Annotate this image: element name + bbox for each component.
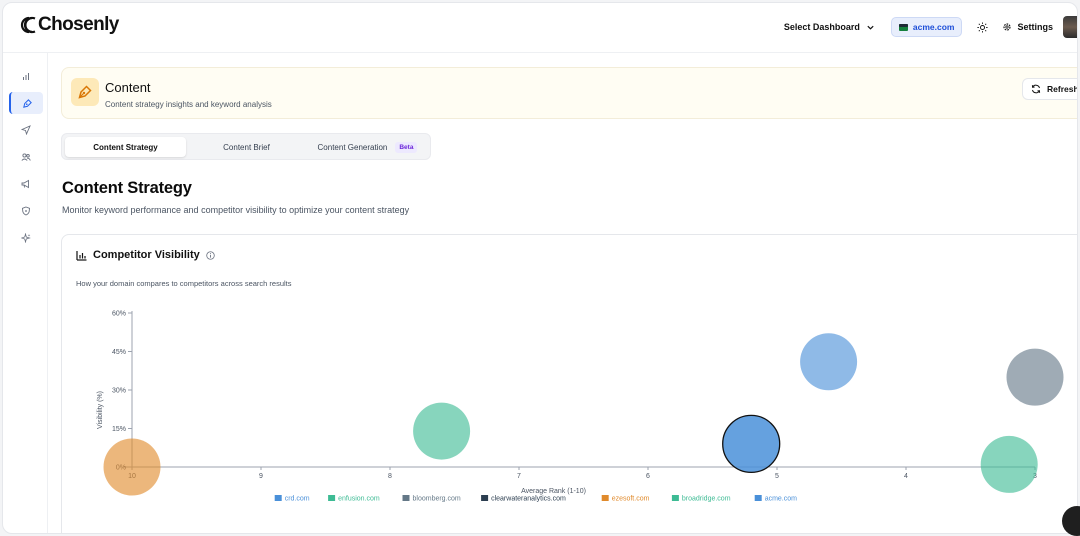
- content-icon-badge: [71, 78, 99, 106]
- chart-card-header: Competitor Visibility: [76, 249, 215, 261]
- refresh-button[interactable]: Refresh: [1022, 78, 1078, 100]
- content-tabs: Content Strategy Content Brief Content G…: [61, 133, 431, 160]
- x-tick-label: 8: [388, 473, 392, 480]
- shield-icon: [22, 206, 30, 216]
- settings-button[interactable]: Settings: [1002, 22, 1053, 32]
- page-subtitle: Content strategy insights and keyword an…: [105, 100, 272, 109]
- legend-swatch-broadridge-com: [671, 495, 679, 501]
- section-title: Content Strategy: [62, 179, 192, 197]
- megaphone-icon: [21, 179, 29, 189]
- sidebar: [3, 53, 48, 533]
- page-title: Content: [105, 80, 151, 95]
- competitor-visibility-chart: 0%15%30%45%60%109876543Average Rank (1-1…: [97, 311, 1064, 503]
- x-tick-label: 3: [1033, 473, 1037, 480]
- main-content: Content Content strategy insights and ke…: [49, 53, 1078, 533]
- sidebar-item-users[interactable]: [9, 146, 43, 168]
- refresh-icon: [1031, 84, 1041, 94]
- avatar[interactable]: [1063, 16, 1077, 38]
- bar-chart-icon: [76, 250, 87, 261]
- legend-swatch-ezesoft-com: [601, 495, 609, 501]
- y-axis-label: Visibility (%): [97, 391, 104, 429]
- y-tick-label: 45%: [112, 349, 126, 356]
- tab-label: Content Generation: [317, 142, 388, 152]
- tab-content-strategy[interactable]: Content Strategy: [65, 137, 186, 157]
- users-icon: [21, 153, 31, 161]
- legend-label-acme-com: acme.com: [765, 496, 797, 503]
- chosenly-logo-icon: [20, 16, 36, 34]
- legend-label-clearwateranalytics-com: clearwateranalytics.com: [491, 496, 566, 503]
- beta-badge: Beta: [395, 141, 418, 153]
- chart-card-title: Competitor Visibility: [93, 249, 200, 261]
- y-tick-label: 60%: [112, 311, 126, 318]
- bubble-acme-com: [722, 414, 781, 474]
- bubble-bloomberg-com: [1006, 348, 1064, 406]
- x-tick-label: 4: [904, 473, 908, 480]
- tab-content-brief[interactable]: Content Brief: [186, 137, 307, 157]
- y-tick-label: 15%: [112, 426, 126, 433]
- competitor-visibility-card: Competitor Visibility How your domain co…: [61, 234, 1077, 533]
- x-axis-label: Average Rank (1-10): [521, 488, 586, 495]
- sidebar-item-content[interactable]: [9, 92, 43, 114]
- legend-label-crd-com: crd.com: [285, 496, 310, 503]
- top-right-controls: Select Dashboard acme.com Settings: [784, 15, 1077, 39]
- x-tick-label: 6: [646, 473, 650, 480]
- sidebar-item-outreach[interactable]: [9, 119, 43, 141]
- top-bar: Chosenly Select Dashboard acme.com: [3, 3, 1077, 53]
- sun-icon: [977, 21, 988, 33]
- bar-chart-icon: [23, 73, 29, 80]
- tab-label: Content Strategy: [93, 142, 158, 152]
- content-header: Content Content strategy insights and ke…: [61, 67, 1078, 119]
- legend-label-ezesoft-com: ezesoft.com: [612, 496, 650, 503]
- theme-toggle[interactable]: [974, 19, 990, 35]
- chevron-down-icon: [867, 25, 874, 30]
- sparkle-icon: [21, 233, 31, 243]
- logo-text: Chosenly: [38, 14, 119, 35]
- select-dashboard-dropdown[interactable]: Select Dashboard: [784, 22, 875, 32]
- domain-label: acme.com: [912, 22, 955, 32]
- legend-swatch-bloomberg-com: [402, 495, 410, 501]
- send-icon: [21, 125, 31, 135]
- x-tick-label: 9: [259, 473, 263, 480]
- tab-content-generation[interactable]: Content Generation Beta: [307, 137, 428, 157]
- select-dashboard-label: Select Dashboard: [783, 22, 860, 32]
- sidebar-item-ai[interactable]: [9, 227, 43, 249]
- info-icon[interactable]: [206, 250, 215, 260]
- legend-label-bloomberg-com: bloomberg.com: [413, 496, 461, 503]
- sidebar-item-security[interactable]: [9, 200, 43, 222]
- refresh-label: Refresh: [1047, 84, 1078, 94]
- bubble-enfusion-com: [980, 435, 1038, 493]
- domain-chip[interactable]: acme.com: [890, 17, 963, 37]
- sidebar-item-campaigns[interactable]: [9, 173, 43, 195]
- sidebar-item-analytics[interactable]: [9, 65, 43, 87]
- chat-launcher-button[interactable]: [1062, 506, 1080, 536]
- logo[interactable]: Chosenly: [20, 14, 119, 36]
- legend-swatch-acme-com: [754, 495, 762, 501]
- tab-label: Content Brief: [223, 142, 270, 152]
- x-tick-label: 5: [775, 473, 779, 480]
- settings-label: Settings: [1017, 22, 1053, 32]
- legend-label-enfusion-com: enfusion.com: [338, 496, 380, 503]
- pen-nib-icon: [22, 98, 32, 108]
- gear-icon: [1003, 23, 1012, 31]
- legend-swatch-crd-com: [274, 495, 282, 501]
- bubble-ezesoft-com: [103, 438, 161, 496]
- x-tick-label: 7: [517, 473, 521, 480]
- section-subtitle: Monitor keyword performance and competit…: [62, 205, 410, 215]
- pen-nib-icon: [78, 85, 92, 99]
- domain-flag-icon: [898, 23, 908, 31]
- legend-swatch-clearwateranalytics-com: [481, 495, 489, 501]
- chart-card-subtitle: How your domain compares to competitors …: [76, 279, 292, 288]
- y-tick-label: 30%: [112, 388, 126, 395]
- bubble-crd-com: [800, 333, 858, 391]
- legend-label-broadridge-com: broadridge.com: [682, 496, 731, 503]
- bubble-enfusion-com: [413, 402, 471, 460]
- legend-swatch-enfusion-com: [328, 495, 336, 501]
